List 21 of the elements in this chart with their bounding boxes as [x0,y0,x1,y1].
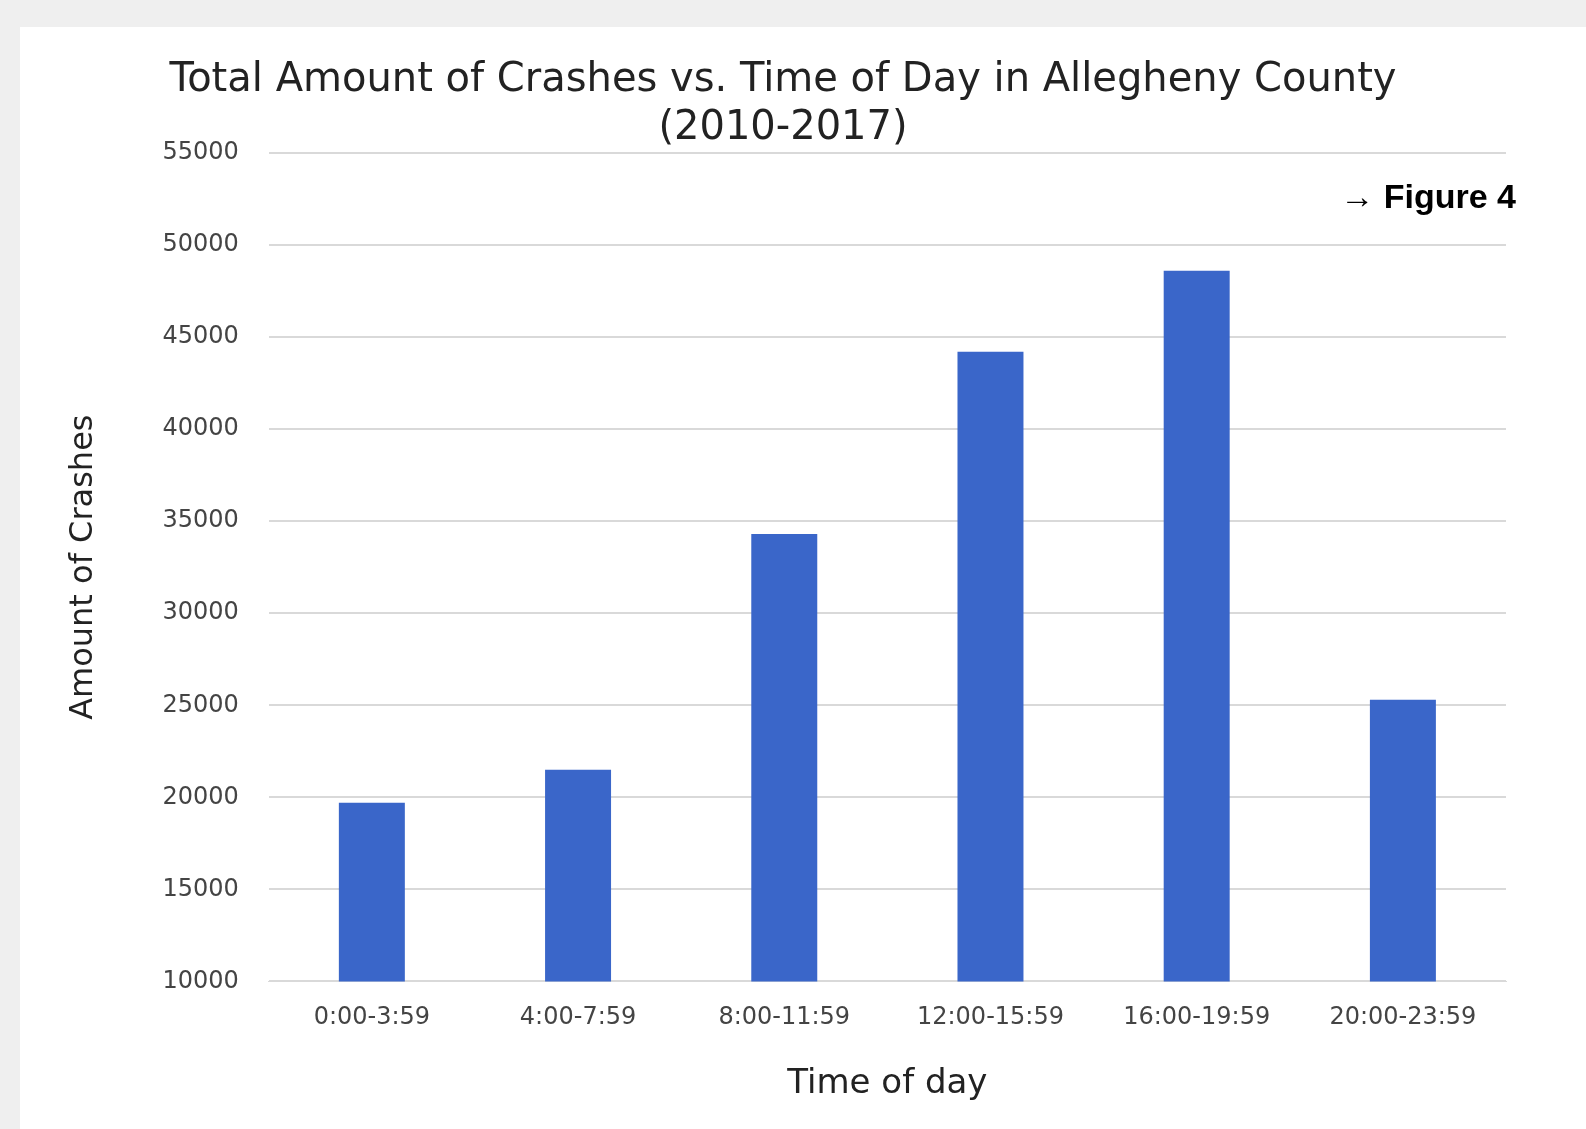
x-axis-title: Time of day [786,1061,988,1102]
text: Total Amount of Crashes vs. Time of Day in Allegheny County [169,54,1397,101]
x-tick-label: 0:00-3:59 [313,1002,431,1031]
annotation: → Figure 4 [1340,177,1516,216]
y-tick-label: 55000 [162,137,239,166]
text: (2010-2017) [658,102,908,149]
x-tick-label: 20:00-23:59 [1329,1002,1477,1031]
y-tick-label: 45000 [162,321,239,350]
x-tick-label: 4:00-7:59 [519,1002,637,1031]
x-tick-label: 12:00-15:59 [916,1002,1064,1031]
y-tick-label: 20000 [162,781,239,810]
y-tick-label: 15000 [162,873,239,902]
y-tick-label: 10000 [162,965,239,994]
y-axis-title: Amount of Crashes [61,414,100,720]
y-tick-label: 40000 [162,413,239,442]
y-tick-label: 35000 [162,505,239,534]
x-tick-label: 8:00-11:59 [718,1002,851,1031]
y-tick-label: 25000 [162,689,239,718]
y-tick-label: 50000 [162,229,239,258]
x-tick-label: 16:00-19:59 [1123,1002,1271,1031]
y-tick-label: 30000 [162,597,239,626]
